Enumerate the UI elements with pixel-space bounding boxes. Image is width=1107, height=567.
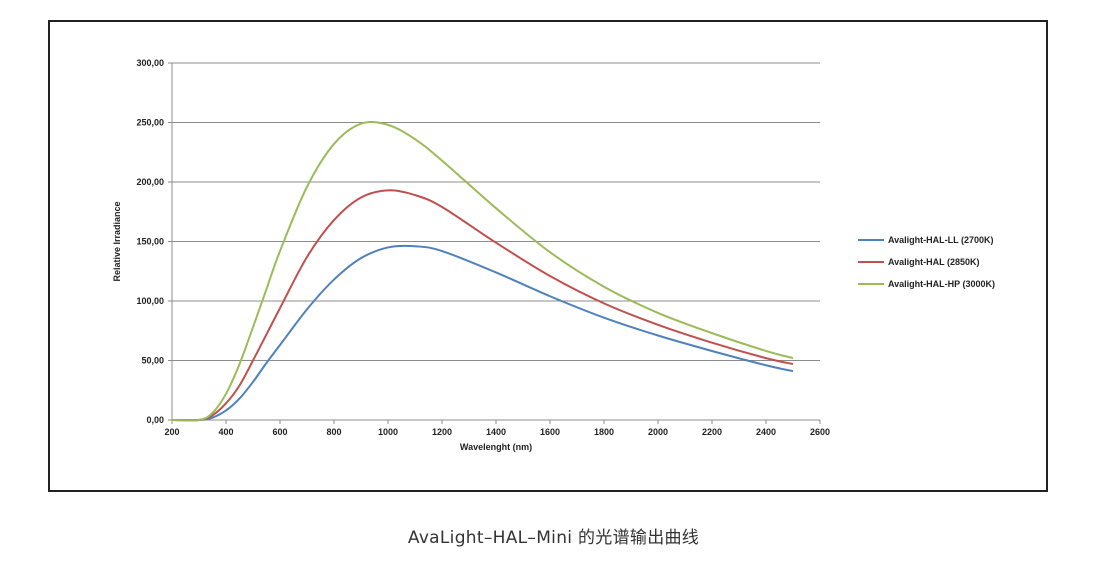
legend-label-2: Avalight-HAL (2850K) [888,257,980,267]
y-tick-label: 200,00 [136,177,164,187]
axes: 0,00 50,00 100,00 150,00 200,00 250,00 300,00 2… [136,58,830,437]
x-tick-label: 400 [218,427,233,437]
x-tick-label: 800 [326,427,341,437]
figure-caption: AvaLight–HAL–Mini 的光谱输出曲线 [407,528,700,548]
x-tick-label: 2600 [810,427,830,437]
chart-frame: 0,00 50,00 100,00 150,00 200,00 250,00 300,00 2… [48,20,1048,492]
series-lines [171,120,794,422]
x-tick-label: 600 [272,427,287,437]
legend-label-1: Avalight-HAL-LL (2700K) [888,235,994,245]
x-tick-label: 2000 [648,427,668,437]
legend-label-3: Avalight-HAL-HP (3000K) [888,279,995,289]
y-tick-label: 100,00 [136,296,164,306]
x-tick-label: 1600 [540,427,560,437]
series-line-2 [171,189,794,422]
x-tick-label: 1800 [594,427,614,437]
y-tick-label: 250,00 [136,118,164,128]
x-tick-label: 2200 [702,427,722,437]
x-tick-label: 1200 [432,427,452,437]
x-axis-title: Wavelenght (nm) [460,442,532,452]
x-tick-label: 1400 [486,427,506,437]
y-axis-title: Relative Irradiance [112,201,122,281]
series-line-1 [171,244,794,422]
y-tick-label: 300,00 [136,58,164,68]
y-tick-label: 50,00 [141,356,164,366]
y-tick-label: 0,00 [146,415,164,425]
x-tick-label: 1000 [378,427,398,437]
x-tick-label: 2400 [756,427,776,437]
x-tick-label: 200 [164,427,179,437]
y-tick-label: 150,00 [136,237,164,247]
series-line-3 [171,120,794,422]
legend: Avalight-HAL-LL (2700K) Avalight-HAL (285… [858,235,995,289]
gridlines [172,62,820,361]
line-chart: 0,00 50,00 100,00 150,00 200,00 250,00 300,00 2… [112,58,995,452]
